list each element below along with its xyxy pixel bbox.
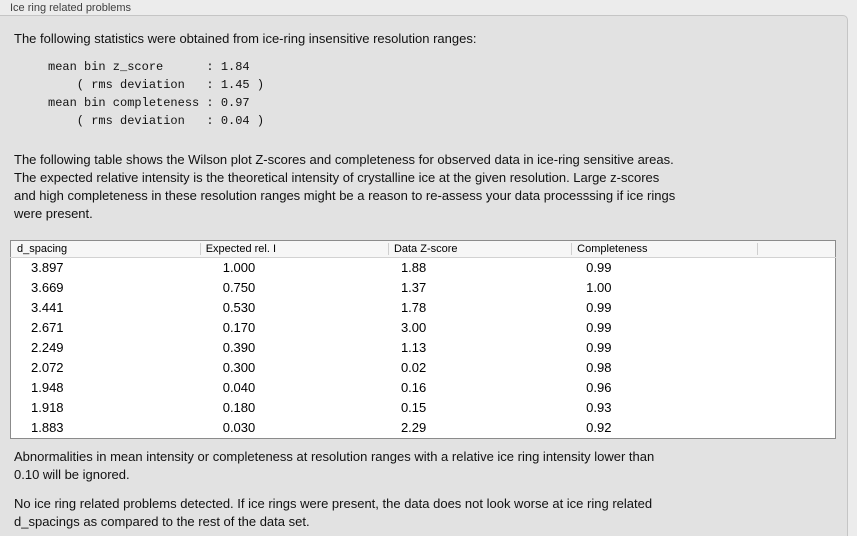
table-row[interactable]: 3.441 0.530 1.78 0.99 [11,298,836,318]
table-cell: 3.897 [31,260,64,275]
table-cell [757,298,835,318]
table-cell: 0.300 [222,360,256,375]
ice-ring-data-table: d_spacing Expected rel. I Data Z-score Comp… [10,240,836,439]
table-cell [757,378,835,398]
table-cell: 0.99 [586,320,612,335]
table-cell: 0.92 [586,420,612,435]
table-cell: 2.072 [31,360,64,375]
table-cell: 0.530 [222,300,256,315]
table-cell: 3.441 [31,300,64,315]
conclusion-text: No ice ring related problems detected. I… [14,496,653,529]
table-description: The following table shows the Wilson plo… [14,152,676,221]
table-cell [757,338,835,358]
table-cell: 0.030 [222,420,256,435]
ignore-note: Abnormalities in mean intensity or compl… [14,449,655,482]
table-cell [757,358,835,378]
table-cell [757,398,835,418]
intro-text: The following statistics were obtained f… [14,31,477,46]
table-cell: 1.00 [586,280,612,295]
groupbox-title: Ice ring related problems [10,2,132,14]
table-row[interactable]: 1.948 0.040 0.16 0.96 [11,378,836,398]
column-header-empty[interactable] [757,240,836,258]
table-row[interactable]: 3.897 1.000 1.88 0.99 [11,258,836,279]
table-cell: 1.883 [31,420,64,435]
table-cell: 0.750 [222,280,256,295]
table-cell: 1.37 [400,280,427,295]
table-cell [757,258,835,279]
table-cell: 0.390 [222,340,256,355]
column-header-d-spacing[interactable]: d_spacing [10,240,200,258]
table-cell: 1.78 [400,300,427,315]
table-row[interactable]: 2.671 0.170 3.00 0.99 [11,318,836,338]
table-cell: 0.040 [222,380,256,395]
table-cell [757,278,835,298]
table-cell: 0.170 [222,320,256,335]
table-cell: 0.98 [586,360,612,375]
stats-block: mean bin z_score : 1.84 ( rms deviation … [48,60,265,128]
table-cell: 1.13 [400,340,427,355]
table-header-row: d_spacing Expected rel. I Data Z-score Comp… [10,240,836,258]
table-cell: 3.669 [31,280,64,295]
table-cell: 0.99 [586,340,612,355]
table-cell: 2.249 [31,340,64,355]
table-row[interactable]: 2.249 0.390 1.13 0.99 [11,338,836,358]
table-row[interactable]: 1.883 0.030 2.29 0.92 [11,418,836,439]
table-cell: 2.29 [400,420,427,435]
table-cell: 0.16 [400,380,427,395]
table-row[interactable]: 3.669 0.750 1.37 1.00 [11,278,836,298]
column-header-expected-rel-i[interactable]: Expected rel. I [199,240,388,258]
table-cell: 1.918 [31,400,64,415]
table-cell: 0.96 [586,380,612,395]
table-cell: 0.15 [400,400,427,415]
ice-ring-table[interactable]: d_spacing Expected rel. I Data Z-score Comp… [10,240,836,439]
table-row[interactable]: 2.072 0.300 0.02 0.98 [11,358,836,378]
table-cell: 1.88 [400,260,427,275]
table-body: 3.897 1.000 1.88 0.99 3.669 0.750 1.37 1.00 3.44… [11,258,836,439]
table-cell [757,318,835,338]
table-cell: 1.948 [31,380,64,395]
table-cell: 0.93 [586,400,612,415]
table-cell: 3.00 [400,320,427,335]
column-header-completeness[interactable]: Completeness [571,240,758,258]
table-cell: 1.000 [222,260,256,275]
column-header-data-z-score[interactable]: Data Z-score [387,240,572,258]
table-row[interactable]: 1.918 0.180 0.15 0.93 [11,398,836,418]
table-cell: 0.99 [586,260,612,275]
table-cell: 2.671 [31,320,64,335]
table-cell [757,418,835,439]
table-cell: 0.180 [222,400,256,415]
table-cell: 0.99 [586,300,612,315]
table-cell: 0.02 [400,360,427,375]
